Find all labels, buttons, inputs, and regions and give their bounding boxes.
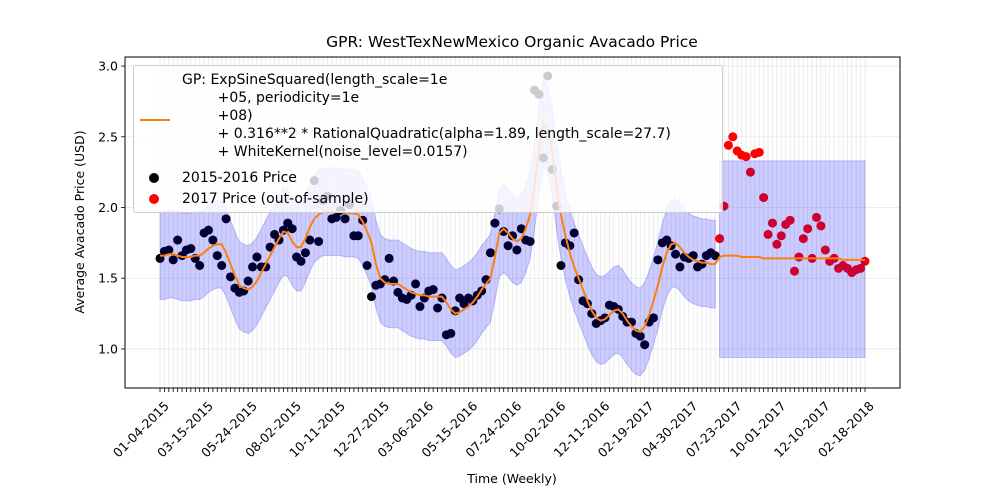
data-point xyxy=(367,292,376,302)
data-point xyxy=(217,261,227,271)
data-point xyxy=(798,234,808,244)
data-point xyxy=(569,228,579,238)
data-point xyxy=(525,236,535,246)
data-point xyxy=(353,231,363,241)
chart-title: GPR: WestTexNewMexico Organic Avacado Pr… xyxy=(326,33,698,51)
y-tick-label: 1.0 xyxy=(98,341,118,356)
data-point xyxy=(759,193,769,203)
data-point xyxy=(433,303,443,313)
data-point xyxy=(745,167,755,177)
data-point xyxy=(362,261,372,271)
data-point xyxy=(411,279,421,289)
data-point xyxy=(221,214,231,224)
plot-frame xyxy=(124,56,901,389)
data-point xyxy=(671,249,681,259)
data-point xyxy=(715,234,725,244)
data-point xyxy=(803,224,813,234)
data-point xyxy=(635,331,645,341)
data-point xyxy=(785,215,795,225)
data-point xyxy=(287,224,297,234)
data-point xyxy=(763,229,773,239)
data-point xyxy=(446,328,456,338)
data-point xyxy=(812,212,822,222)
data-point xyxy=(754,147,764,157)
data-point xyxy=(296,256,306,266)
data-point xyxy=(675,262,685,272)
data-point xyxy=(767,218,777,228)
data-point xyxy=(195,261,205,271)
data-point xyxy=(243,276,253,286)
data-point xyxy=(226,272,235,282)
data-point xyxy=(208,235,218,245)
legend-label: 2017 Price (out-of-sample) xyxy=(182,191,369,207)
data-point xyxy=(428,285,438,295)
data-point xyxy=(212,251,222,261)
data-point xyxy=(816,221,826,231)
data-point xyxy=(741,152,751,162)
data-point xyxy=(252,252,262,262)
data-point xyxy=(649,313,658,323)
data-point xyxy=(499,227,509,237)
data-point xyxy=(186,244,196,254)
data-point xyxy=(164,245,174,255)
data-point xyxy=(314,236,324,246)
data-point xyxy=(790,266,799,276)
y-tick-label: 1.5 xyxy=(98,271,118,286)
data-point xyxy=(723,140,733,150)
data-point xyxy=(710,251,720,261)
data-point xyxy=(776,231,786,241)
data-point xyxy=(415,302,425,312)
legend-marker xyxy=(149,173,159,183)
data-point xyxy=(653,255,663,265)
data-point xyxy=(503,241,513,251)
data-point xyxy=(640,340,650,350)
data-point xyxy=(516,224,526,234)
data-point xyxy=(248,262,258,272)
data-point xyxy=(856,263,866,273)
y-tick-label: 2.5 xyxy=(98,129,118,144)
data-point xyxy=(305,235,315,245)
mean-line xyxy=(160,119,865,334)
data-point xyxy=(556,261,566,271)
lines xyxy=(160,119,865,334)
y-axis-label: Average Avacado Price (USD) xyxy=(72,130,87,313)
data-point xyxy=(490,218,500,228)
legend-label: GP: ExpSineSquared(length_scale=1e +05, … xyxy=(182,72,671,160)
data-point xyxy=(384,253,394,263)
legend: GP: ExpSineSquared(length_scale=1e +05, … xyxy=(133,65,723,213)
data-point xyxy=(820,245,830,255)
data-point xyxy=(300,248,310,258)
data-point xyxy=(485,248,495,258)
data-point xyxy=(512,245,522,255)
data-point xyxy=(508,231,517,241)
data-point xyxy=(728,132,738,142)
data-point xyxy=(380,275,390,285)
data-point xyxy=(331,212,341,222)
y-tick-label: 2.0 xyxy=(98,200,118,215)
legend-marker xyxy=(149,194,159,204)
data-point xyxy=(340,214,350,224)
data-point xyxy=(203,225,213,235)
y-tick-label: 3.0 xyxy=(98,59,118,74)
data-point xyxy=(772,239,782,249)
x-axis-label: Time (Weekly) xyxy=(466,471,556,486)
data-point xyxy=(168,255,178,265)
legend-line-handle xyxy=(140,119,170,121)
legend-label: 2015-2016 Price xyxy=(182,170,297,186)
data-point xyxy=(173,235,183,245)
